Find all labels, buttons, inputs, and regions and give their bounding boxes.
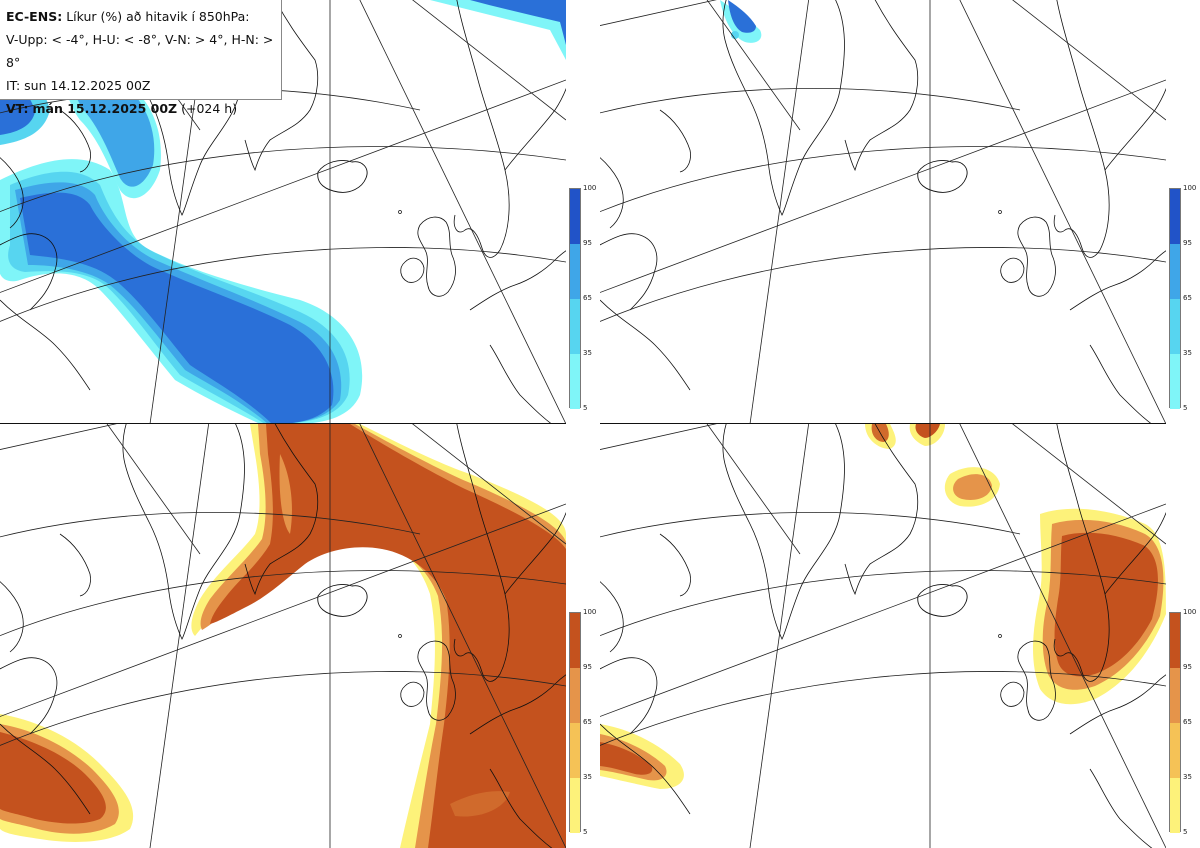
colorbar-gradient — [1169, 612, 1181, 833]
map-panel-cold-4 — [0, 0, 566, 424]
panel-separator — [600, 423, 1166, 424]
graticule — [600, 0, 1166, 424]
valid-time: mán 15.12.2025 00Z — [32, 101, 178, 116]
colorbar-tick: 100 — [1183, 184, 1197, 192]
colorbar-tick: 5 — [583, 828, 588, 836]
colorbar-warm-right: 100 95 65 35 5 — [1169, 608, 1200, 836]
colorbar-tick: 35 — [1183, 349, 1192, 357]
colorbar-tick: 5 — [1183, 828, 1188, 836]
colorbar-gradient — [569, 612, 581, 833]
probability-map — [600, 424, 1166, 848]
colorbar-tick: 95 — [583, 239, 592, 247]
colorbar-tick: 95 — [583, 663, 592, 671]
colorbar-tick: 65 — [1183, 718, 1192, 726]
colorbar-tick: 35 — [583, 349, 592, 357]
colorbar-tick: 100 — [1183, 608, 1197, 616]
probability-map — [600, 0, 1166, 424]
colorbar-gradient — [569, 188, 581, 409]
product-title: Líkur (%) að hitavik í 850hPa: — [66, 9, 250, 24]
probability-map — [0, 0, 566, 424]
colorbar-tick: 95 — [1183, 663, 1192, 671]
probability-map — [0, 424, 566, 848]
warm-probability-field — [0, 424, 566, 848]
cold-probability-field — [0, 0, 566, 424]
valid-time-line: VT: mán 15.12.2025 00Z (+024 h) — [6, 97, 275, 120]
colorbar-warm-left: 100 95 65 35 5 — [569, 608, 603, 836]
valid-prefix: VT: — [6, 101, 29, 116]
colorbar-tick: 35 — [1183, 773, 1192, 781]
colorbar-gradient — [1169, 188, 1181, 409]
colorbar-tick: 5 — [1183, 404, 1188, 412]
map-panel-warm-4 — [0, 424, 566, 848]
panel-separator — [0, 423, 566, 424]
colorbar-tick: 95 — [1183, 239, 1192, 247]
init-time: IT: sun 14.12.2025 00Z — [6, 78, 151, 93]
map-panel-warm-8 — [600, 424, 1166, 848]
colorbar-tick: 65 — [1183, 294, 1192, 302]
colorbar-tick: 65 — [583, 718, 592, 726]
colorbar-cold-left: 100 95 65 35 5 — [569, 184, 603, 412]
colorbar-tick: 100 — [583, 184, 597, 192]
colorbar-tick: 100 — [583, 608, 597, 616]
coastline — [600, 0, 1166, 424]
colorbar-tick: 35 — [583, 773, 592, 781]
colorbar-tick: 65 — [583, 294, 592, 302]
map-info-box: EC-ENS: Líkur (%) að hitavik í 850hPa: V… — [0, 0, 282, 116]
title-line: EC-ENS: Líkur (%) að hitavik í 850hPa: — [6, 5, 275, 28]
warm-probability-field — [600, 424, 1166, 789]
threshold-legend: V-Upp: < -4°, H-U: < -8°, V-N: > 4°, H-N… — [6, 32, 274, 70]
colorbar-tick: 5 — [583, 404, 588, 412]
colorbar-cold-right: 100 95 65 35 5 — [1169, 184, 1200, 412]
cold-probability-field — [720, 0, 762, 43]
model-name: EC-ENS: — [6, 9, 63, 24]
lead-time: (+024 h) — [181, 101, 238, 116]
map-panel-cold-8 — [600, 0, 1166, 424]
